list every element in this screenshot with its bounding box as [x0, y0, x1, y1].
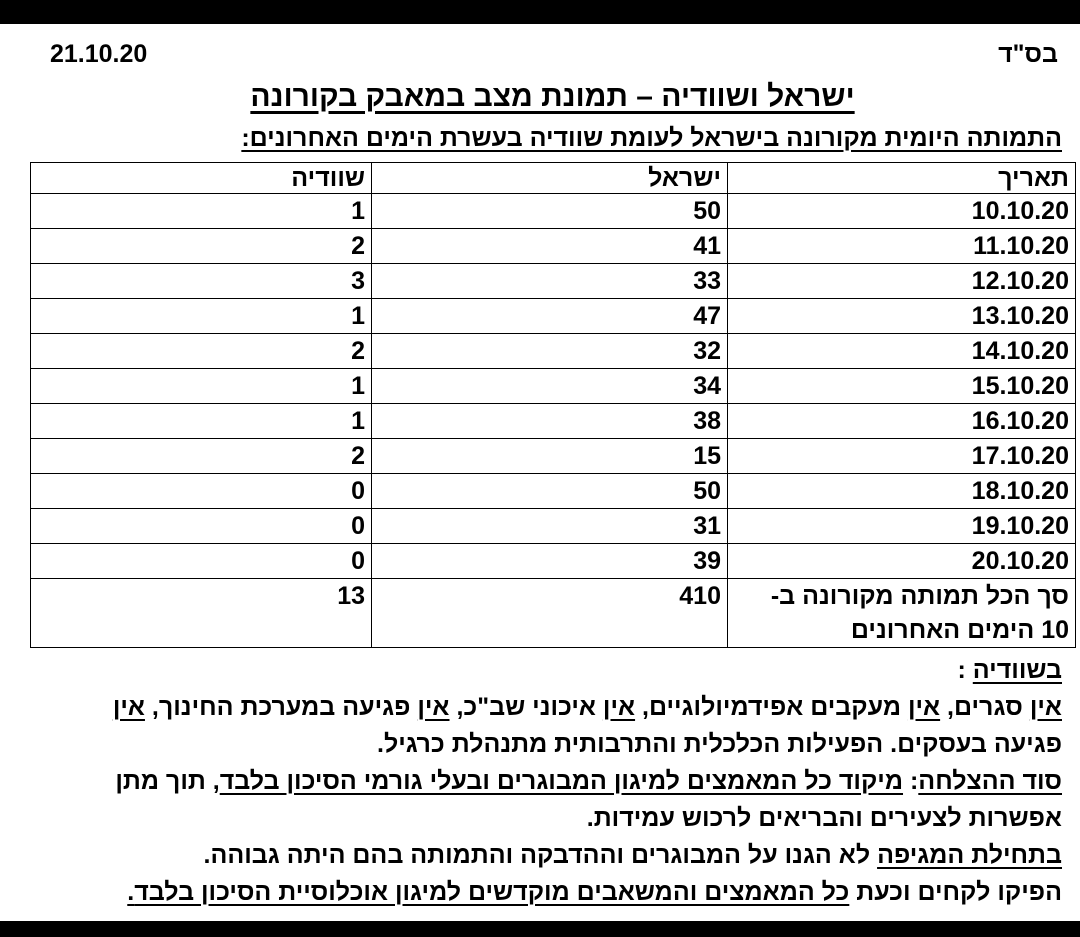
segment: . [127, 878, 135, 906]
cell-date: 11.10.20 [727, 228, 1076, 264]
page-title: ישראל ושוודיה – תמונת מצב במאבק בקורונה [0, 80, 1080, 114]
top-black-bar [0, 0, 1080, 24]
segment: מיקוד כל המאמצים למיגון המבוגרים ובעלי ג… [219, 767, 904, 795]
caption-text: התמותה היומית מקורונה בישראל לעומת שוודי… [241, 124, 1062, 152]
segment: סגרים, [940, 693, 1030, 721]
document-date: 21.10.20 [50, 40, 148, 68]
notes-line-6: הפיקו לקחים וכעת כל המאמצים והמשאבים מוק… [113, 874, 1062, 911]
cell-israel: 39 [371, 543, 728, 579]
cell-date: 10.10.20 [727, 193, 1076, 229]
total-sweden: 13 [30, 578, 372, 648]
cell-sweden: 2 [30, 333, 372, 369]
cell-date: 14.10.20 [727, 333, 1076, 369]
notes-line-5: בתחילת המגיפה לא הגנו על המבוגרים וההדבק… [113, 837, 1063, 874]
notes-line-3: סוד ההצלחה: מיקוד כל המאמצים למיגון המבו… [113, 763, 1062, 800]
segment: אין [1029, 693, 1062, 721]
header-sweden: שוודיה [30, 162, 372, 194]
table-row: 11.10.20 41 2 [30, 228, 1076, 264]
cell-sweden: 1 [30, 298, 372, 334]
segment: בתחילת המגיפה [877, 841, 1062, 869]
total-row: סך הכל תמותה מקורונה ב- 10 הימים האחרונים… [30, 578, 1076, 648]
segment: : [903, 767, 919, 795]
segment: פגיעה במערכת החינוך, [144, 693, 418, 721]
total-label: סך הכל תמותה מקורונה ב- 10 הימים האחרונים [727, 578, 1076, 648]
notes-line-1: אין סגרים, אין מעקבים אפידמיולוגיים, אין… [113, 689, 1062, 726]
cell-date: 17.10.20 [727, 438, 1076, 474]
table-row: 19.10.20 31 0 [30, 508, 1076, 544]
cell-sweden: 2 [30, 228, 372, 264]
cell-sweden: 3 [30, 263, 372, 299]
cell-israel: 34 [371, 368, 728, 404]
cell-date: 19.10.20 [727, 508, 1076, 544]
cell-date: 20.10.20 [727, 543, 1076, 579]
cell-israel: 31 [371, 508, 728, 544]
cell-israel: 32 [371, 333, 728, 369]
deaths-table: תאריך ישראל שוודיה 10.10.20 50 1 11.10.20 41… [30, 162, 1076, 648]
cell-sweden: 1 [30, 193, 372, 229]
notes-heading: בשוודיה : [113, 652, 1063, 689]
cell-israel: 33 [371, 263, 728, 299]
table-row: 20.10.20 39 0 [30, 543, 1076, 579]
notes-line-2: פגיעה בעסקים. הפעילות הכלכלית והתרבותית … [377, 730, 1062, 758]
cell-israel: 50 [371, 473, 728, 509]
table-caption: התמותה היומית מקורונה בישראל לעומת שוודי… [241, 124, 1062, 153]
cell-date: 12.10.20 [727, 263, 1076, 299]
segment: הפיקו לקחים וכעת [849, 878, 1062, 906]
cell-sweden: 2 [30, 438, 372, 474]
table-row: 18.10.20 50 0 [30, 473, 1076, 509]
bottom-black-bar [0, 921, 1080, 937]
total-label-line: סך הכל תמותה מקורונה ב- [770, 582, 1069, 610]
cell-israel: 15 [371, 438, 728, 474]
header-israel: ישראל [371, 162, 728, 194]
notes-line-4: אפשרות לצעירים והבריאים לרכוש עמידות. [586, 804, 1062, 832]
title-text: ישראל ושוודיה – תמונת מצב במאבק בקורונה [250, 80, 855, 113]
header-date: תאריך [727, 162, 1076, 194]
cell-date: 13.10.20 [727, 298, 1076, 334]
cell-date: 15.10.20 [727, 368, 1076, 404]
segment: כל המאמצים והמשאבים מוקדשים למיגון אוכלו… [134, 878, 850, 906]
cell-sweden: 1 [30, 403, 372, 439]
cell-israel: 47 [371, 298, 728, 334]
table-header-row: תאריך ישראל שוודיה [30, 162, 1076, 194]
total-israel: 410 [371, 578, 728, 648]
heading-text: בשוודיה [972, 656, 1062, 684]
segment: סוד ההצלחה [918, 767, 1062, 795]
table-row: 15.10.20 34 1 [30, 368, 1076, 404]
segment: אין [417, 693, 450, 721]
cell-date: 18.10.20 [727, 473, 1076, 509]
segment: לא הגנו על המבוגרים וההדבקה והתמותה בהם … [203, 841, 878, 869]
table-row: 14.10.20 32 2 [30, 333, 1076, 369]
table-row: 12.10.20 33 3 [30, 263, 1076, 299]
sweden-notes: בשוודיה : אין סגרים, אין מעקבים אפידמיול… [113, 652, 1062, 911]
cell-sweden: 1 [30, 368, 372, 404]
total-label-line: 10 הימים האחרונים [850, 616, 1069, 644]
cell-sweden: 0 [30, 543, 372, 579]
cell-sweden: 0 [30, 508, 372, 544]
heading-suffix: : [957, 656, 973, 684]
segment: מעקבים אפידמיולוגיים, [635, 693, 908, 721]
cell-israel: 41 [371, 228, 728, 264]
segment: אין [112, 693, 145, 721]
segment: אין [602, 693, 636, 721]
table-row: 16.10.20 38 1 [30, 403, 1076, 439]
segment: , תוך מתן [115, 767, 220, 795]
segment: אין [907, 693, 941, 721]
cell-sweden: 0 [30, 473, 372, 509]
table-row: 17.10.20 15 2 [30, 438, 1076, 474]
cell-date: 16.10.20 [727, 403, 1076, 439]
table-row: 10.10.20 50 1 [30, 193, 1076, 229]
bsd-header: בס"ד [998, 40, 1058, 68]
segment: איכוני שב"כ, [449, 693, 603, 721]
cell-israel: 38 [371, 403, 728, 439]
cell-israel: 50 [371, 193, 728, 229]
table-row: 13.10.20 47 1 [30, 298, 1076, 334]
